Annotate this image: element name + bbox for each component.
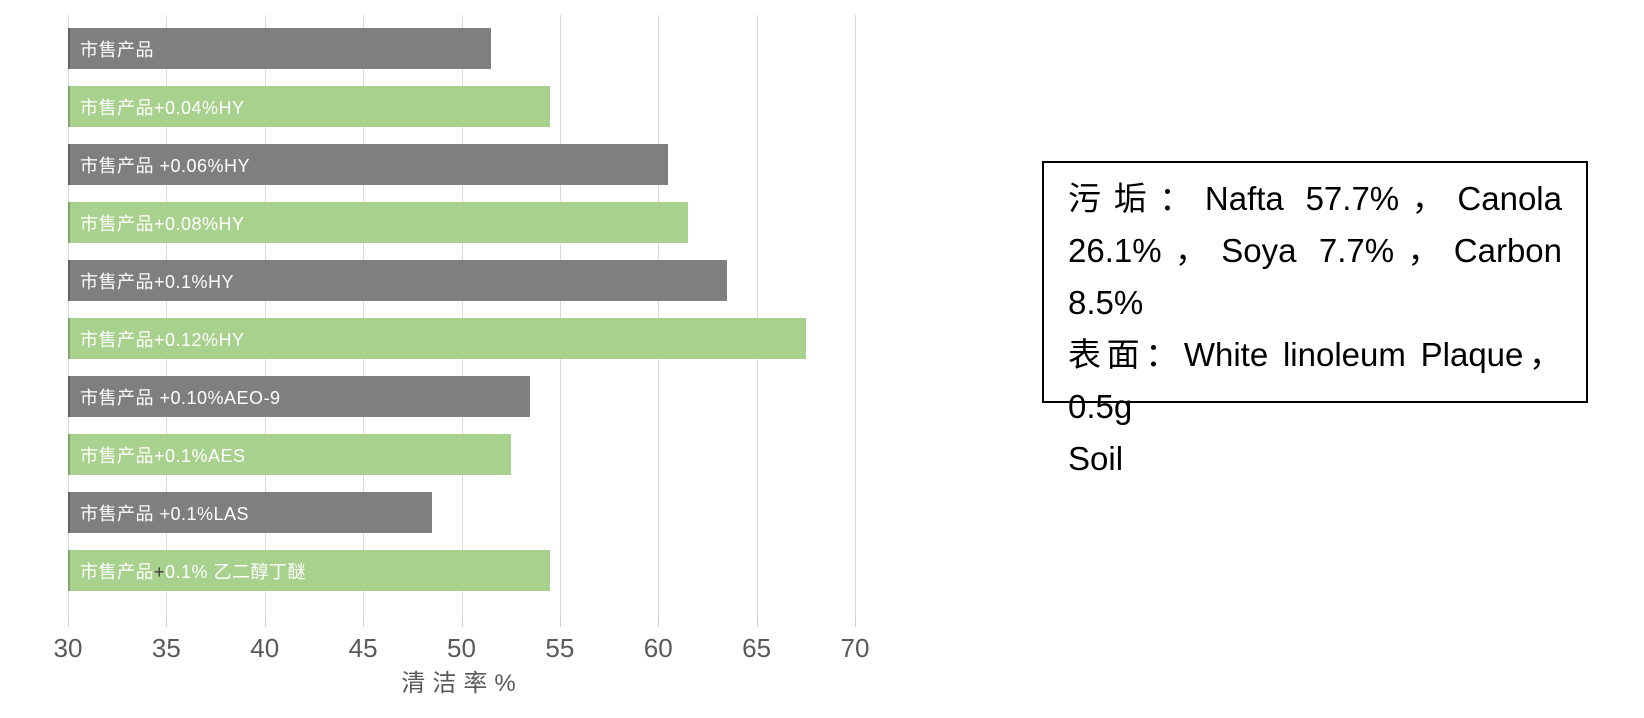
- x-axis-title: 清洁率%: [401, 670, 523, 697]
- x-tick-mark: [658, 617, 660, 627]
- x-tick-label: 45: [348, 633, 378, 663]
- gridline: [166, 15, 168, 617]
- x-tick-label: 50: [447, 633, 476, 663]
- bar-6: 市售产品+0.12%HY: [68, 318, 806, 359]
- bar-5: 市售产品+0.1%HY: [68, 260, 728, 301]
- gridline: [559, 15, 561, 617]
- x-tick-label: 60: [643, 633, 673, 663]
- gridline: [264, 15, 266, 617]
- x-tick-label: 35: [151, 633, 181, 663]
- x-tick-mark: [855, 617, 856, 627]
- bar-9: 市售产品 +0.1%LAS: [68, 492, 432, 533]
- x-tick-label: 55: [545, 633, 575, 663]
- bar-label: 市售产品+0.1% 乙二醇丁醚: [68, 558, 306, 584]
- bar-label: 市售产品 +0.10%AEO-9: [80, 387, 281, 408]
- x-tick-mark: [166, 617, 168, 627]
- bar-label: 市售产品+0.1%AES: [80, 445, 246, 466]
- info-box-line: 污垢：Nafta 57.7%，Canola: [1068, 180, 1562, 217]
- x-tick-label: 65: [742, 633, 772, 663]
- x-tick-label: 40: [250, 633, 280, 663]
- bar-label: 市售产品+0.1%HY: [80, 271, 235, 292]
- bar-label: 市售产品+0.12%HY: [80, 329, 245, 350]
- gridline: [658, 15, 660, 617]
- x-tick-mark: [461, 617, 463, 627]
- gridline: [363, 15, 365, 617]
- bar-10: 市售产品+0.1% 乙二醇丁醚: [68, 550, 551, 591]
- bar-3: 市售产品 +0.06%HY: [68, 144, 669, 185]
- x-tick-mark: [68, 617, 69, 627]
- bar-1: 市售产品: [68, 28, 491, 69]
- info-box-line: 表面：White linoleum Plaque，0.5g: [1068, 336, 1562, 425]
- bar-2: 市售产品+0.04%HY: [68, 86, 551, 127]
- info-box-line: Soil: [1068, 440, 1124, 477]
- bar-label-suffix: 0.1% 乙二醇丁醚: [165, 561, 307, 582]
- plot-area: 市售产品 市售产品+0.04%HY 市售产品 +0.06%HY 市售产品+0.08%H…: [68, 15, 856, 617]
- bar-label: 市售产品+0.08%HY: [80, 213, 245, 234]
- y-axis-line: [68, 15, 69, 617]
- bar-label: 市售产品 +0.1%LAS: [80, 503, 250, 524]
- info-box-line: 26.1%，Soya 7.7%，Carbon 8.5%: [1068, 232, 1562, 321]
- bar-8: 市售产品+0.1%AES: [68, 434, 511, 475]
- plus-sign: +: [154, 561, 166, 582]
- gridline: [756, 15, 758, 617]
- x-tick-mark: [559, 617, 561, 627]
- bar-label: 市售产品+0.04%HY: [80, 97, 245, 118]
- x-tick-mark: [264, 617, 266, 627]
- bar-7: 市售产品 +0.10%AEO-9: [68, 376, 531, 417]
- x-tick-mark: [756, 617, 758, 627]
- x-tick-label: 30: [53, 633, 83, 663]
- x-tick-mark: [363, 617, 365, 627]
- info-box: 污垢：Nafta 57.7%，Canola 26.1%，Soya 7.7%，Car…: [1042, 161, 1588, 477]
- gridline: [855, 15, 856, 617]
- bar-4: 市售产品+0.08%HY: [68, 202, 688, 243]
- x-tick-label: 70: [840, 633, 870, 663]
- bar-label-prefix: 市售产品: [80, 561, 154, 582]
- bar-label: 市售产品: [80, 39, 154, 60]
- bar-label: 市售产品 +0.06%HY: [80, 155, 251, 176]
- gridline: [461, 15, 463, 617]
